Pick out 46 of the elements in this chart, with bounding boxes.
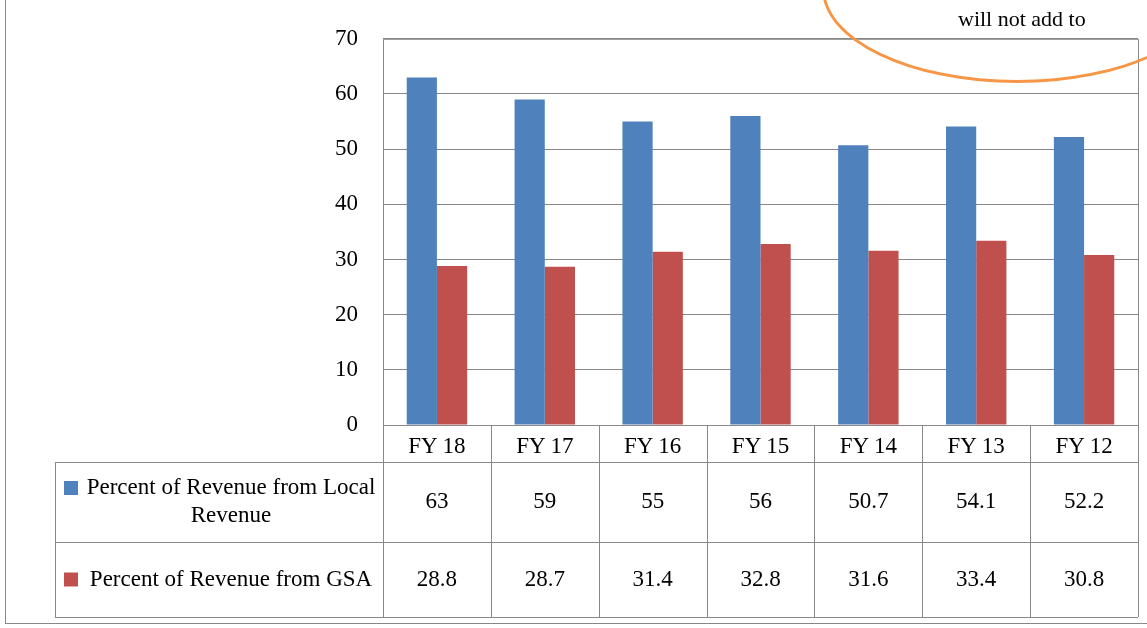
bar bbox=[760, 244, 791, 425]
text: will not add to bbox=[958, 6, 1086, 32]
bar bbox=[436, 266, 468, 425]
x-tick-label: FY 14 bbox=[839, 432, 898, 458]
x-tick-label: FY 17 bbox=[516, 432, 574, 458]
bar bbox=[622, 121, 653, 425]
bar bbox=[544, 266, 575, 425]
legend-label: Percent of Revenue from Local Revenue bbox=[86, 474, 376, 528]
data-label: 31.4 bbox=[632, 565, 674, 591]
data-label: 32.8 bbox=[740, 565, 781, 591]
data-label: 33.4 bbox=[956, 565, 997, 591]
bar bbox=[514, 99, 545, 425]
data-label: 50.7 bbox=[848, 488, 889, 514]
x-tick-label: FY 15 bbox=[731, 432, 790, 458]
data-label: 52.2 bbox=[1063, 488, 1105, 514]
data-label: 59 bbox=[533, 488, 557, 514]
bar bbox=[406, 77, 437, 425]
data-label: 31.6 bbox=[848, 565, 889, 591]
data-label: 28.8 bbox=[416, 565, 458, 591]
bar bbox=[868, 250, 899, 425]
y-tick-label: 20 bbox=[335, 300, 358, 326]
bar bbox=[946, 126, 977, 425]
y-tick-label: 40 bbox=[335, 190, 358, 216]
legend-label: Percent of Revenue from GSA bbox=[89, 565, 373, 591]
y-tick-label: 30 bbox=[335, 245, 358, 271]
bar bbox=[1053, 137, 1085, 425]
bar bbox=[1084, 255, 1115, 425]
x-tick-label: FY 12 bbox=[1055, 432, 1113, 458]
x-tick-label: FY 18 bbox=[408, 432, 466, 458]
y-tick-label: 10 bbox=[335, 355, 358, 381]
x-tick-label: FY 16 bbox=[623, 432, 682, 458]
y-tick-label: 60 bbox=[335, 80, 358, 106]
data-label: 63 bbox=[425, 488, 449, 514]
data-label: 56 bbox=[749, 488, 772, 514]
bar bbox=[838, 145, 869, 425]
bar bbox=[730, 116, 761, 425]
data-label: 28.7 bbox=[524, 565, 565, 591]
data-label: 30.8 bbox=[1063, 565, 1105, 591]
y-tick-label: 50 bbox=[335, 135, 358, 161]
bar bbox=[976, 240, 1007, 425]
data-label: 54.1 bbox=[956, 488, 997, 514]
x-tick-label: FY 13 bbox=[947, 432, 1005, 458]
y-tick-label: 70 bbox=[335, 24, 358, 50]
y-tick-label: 0 bbox=[346, 411, 358, 437]
data-label: 55 bbox=[641, 488, 665, 514]
bar bbox=[652, 251, 683, 425]
